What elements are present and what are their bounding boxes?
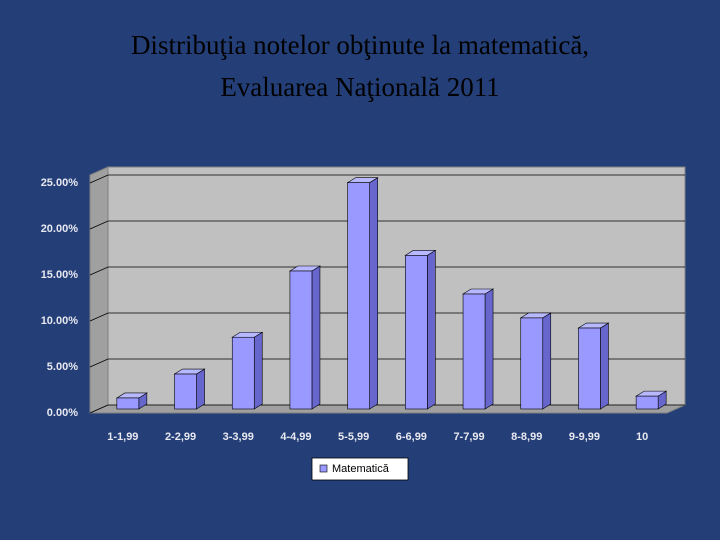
y-tick-label: 20.00% [41, 223, 79, 235]
bar [231, 336, 255, 410]
x-tick-label: 8-8,99 [511, 431, 542, 443]
bar [405, 255, 428, 410]
x-tick-label: 10 [636, 431, 648, 443]
legend [311, 457, 409, 481]
bar [635, 395, 659, 410]
bar-side [253, 331, 263, 410]
bar [347, 182, 370, 410]
bar-side [196, 368, 205, 410]
bar [174, 373, 197, 410]
bar-side [369, 177, 378, 410]
x-tick-label: 7-7,99 [453, 431, 484, 443]
x-tick-label: 5-5,99 [338, 431, 369, 443]
bar [116, 397, 140, 410]
x-tick-label: 9-9,99 [569, 431, 600, 443]
bar [289, 270, 313, 410]
y-tick-label: 25.00% [41, 177, 79, 189]
bar-side [484, 288, 494, 410]
x-tick-label: 2-2,99 [165, 431, 196, 443]
y-tick-label: 5.00% [47, 361, 78, 373]
x-tick-label: 1-1,99 [107, 431, 138, 443]
grid-line [89, 266, 685, 276]
grid-line [89, 404, 685, 414]
bar-side [542, 312, 552, 410]
bar [462, 293, 486, 410]
title-line: Evaluarea Naţională 2011 [220, 72, 499, 102]
grid-line [89, 174, 685, 184]
bar [578, 327, 601, 410]
chart: 0.00% 5.00% 10.00% 15.00% 20.00% 25.00% 1-1,99… [41, 166, 686, 481]
x-tick-label: 6-6,99 [396, 431, 427, 443]
grid-line [89, 220, 685, 230]
bar-side [600, 322, 609, 410]
y-tick-label: 15.00% [41, 269, 79, 281]
y-tick-label: 10.00% [41, 315, 79, 327]
title-line: Distribuţia notelor obţinute la matemati… [131, 30, 589, 60]
bar-side [427, 249, 436, 410]
bar-side [311, 265, 321, 410]
x-tick-label: 3-3,99 [223, 431, 254, 443]
y-tick-label: 0.00% [47, 407, 78, 419]
side-wall [89, 166, 109, 414]
legend-swatch [319, 464, 328, 473]
x-tick-label: 4-4,99 [280, 431, 311, 443]
legend-label: Matematică [332, 463, 390, 475]
bar [520, 317, 544, 410]
